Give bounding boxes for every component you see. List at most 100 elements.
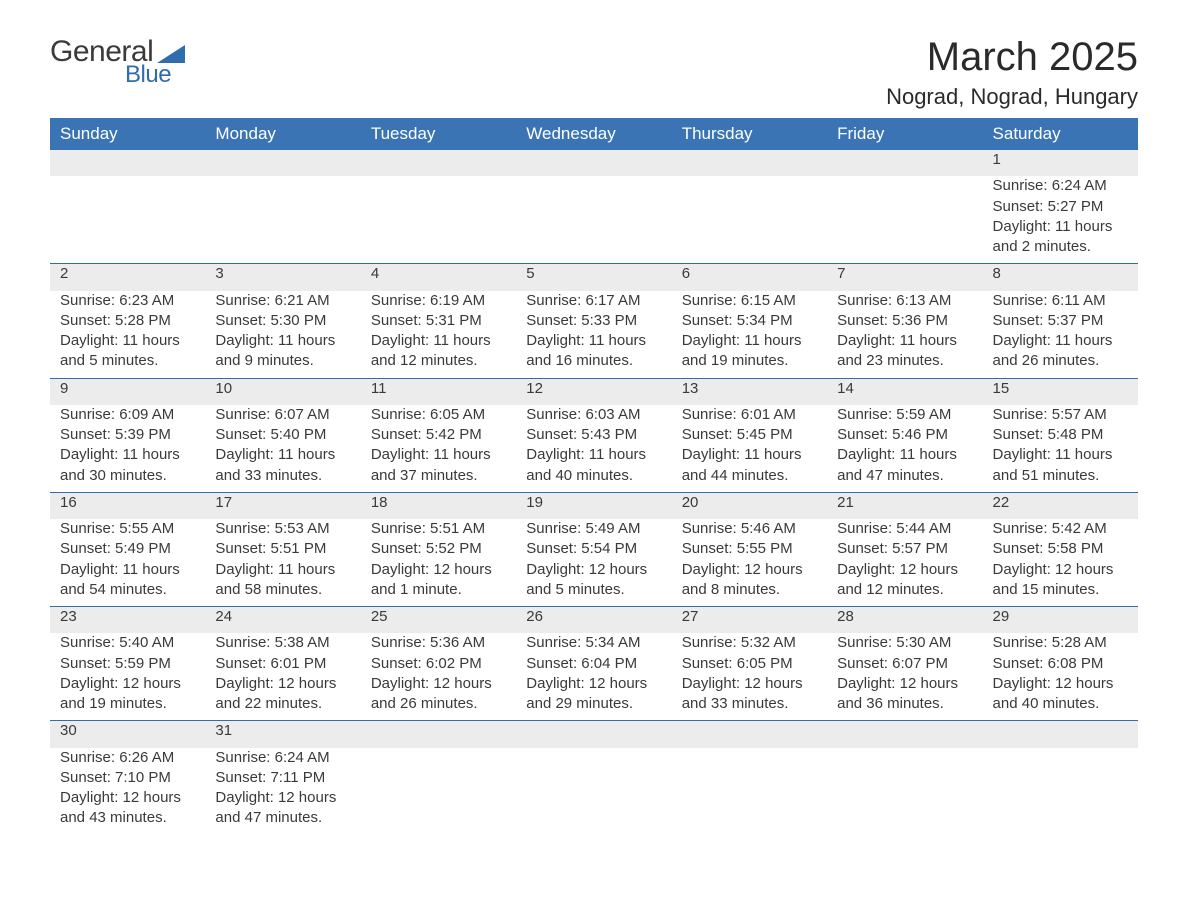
day-content-cell (827, 748, 982, 835)
logo-blue-text: Blue (125, 61, 171, 89)
daylight-text-2: and 1 minute. (371, 580, 506, 600)
day-content-cell: Sunrise: 5:30 AMSunset: 6:07 PMDaylight:… (827, 633, 982, 721)
daylight-text-1: Daylight: 12 hours (993, 560, 1128, 580)
day-content-cell (516, 748, 671, 835)
daylight-text-1: Daylight: 12 hours (837, 560, 972, 580)
calendar-table: SundayMondayTuesdayWednesdayThursdayFrid… (50, 118, 1138, 835)
daylight-text-2: and 22 minutes. (215, 694, 350, 714)
title-block: March 2025 Nograd, Nograd, Hungary (886, 35, 1138, 110)
daylight-text-1: Daylight: 11 hours (60, 331, 195, 351)
sunset-text: Sunset: 5:40 PM (215, 425, 350, 445)
daylight-text-2: and 47 minutes. (837, 466, 972, 486)
day-number-cell: 8 (983, 264, 1138, 291)
day-content-cell: Sunrise: 6:15 AMSunset: 5:34 PMDaylight:… (672, 291, 827, 379)
sunset-text: Sunset: 5:57 PM (837, 539, 972, 559)
daylight-text-1: Daylight: 12 hours (682, 674, 817, 694)
day-content-cell: Sunrise: 6:17 AMSunset: 5:33 PMDaylight:… (516, 291, 671, 379)
day-number-cell (672, 721, 827, 748)
sunrise-text: Sunrise: 5:30 AM (837, 633, 972, 653)
daylight-text-2: and 54 minutes. (60, 580, 195, 600)
day-number-cell: 6 (672, 264, 827, 291)
day-number-cell: 15 (983, 378, 1138, 405)
day-number-cell (983, 721, 1138, 748)
day-content-cell: Sunrise: 5:46 AMSunset: 5:55 PMDaylight:… (672, 519, 827, 607)
daylight-text-1: Daylight: 11 hours (371, 445, 506, 465)
day-content-cell (361, 176, 516, 264)
day-number-cell: 2 (50, 264, 205, 291)
daylight-text-2: and 2 minutes. (993, 237, 1128, 257)
sunset-text: Sunset: 6:05 PM (682, 654, 817, 674)
sunset-text: Sunset: 7:11 PM (215, 768, 350, 788)
daylight-text-1: Daylight: 12 hours (682, 560, 817, 580)
day-content-cell (516, 176, 671, 264)
sunset-text: Sunset: 5:31 PM (371, 311, 506, 331)
sunrise-text: Sunrise: 6:15 AM (682, 291, 817, 311)
sunrise-text: Sunrise: 6:19 AM (371, 291, 506, 311)
sunset-text: Sunset: 5:55 PM (682, 539, 817, 559)
day-content-cell: Sunrise: 5:51 AMSunset: 5:52 PMDaylight:… (361, 519, 516, 607)
logo-triangle-icon (157, 41, 185, 63)
sunset-text: Sunset: 5:43 PM (526, 425, 661, 445)
sunrise-text: Sunrise: 6:11 AM (993, 291, 1128, 311)
daylight-text-1: Daylight: 12 hours (837, 674, 972, 694)
sunset-text: Sunset: 5:48 PM (993, 425, 1128, 445)
daylight-text-1: Daylight: 11 hours (60, 445, 195, 465)
day-number-cell (827, 721, 982, 748)
day-number-cell: 1 (983, 150, 1138, 176)
daylight-text-1: Daylight: 11 hours (526, 445, 661, 465)
day-content-cell: Sunrise: 6:13 AMSunset: 5:36 PMDaylight:… (827, 291, 982, 379)
day-content-cell (827, 176, 982, 264)
day-number-cell: 21 (827, 492, 982, 519)
day-content-cell: Sunrise: 6:24 AMSunset: 5:27 PMDaylight:… (983, 176, 1138, 264)
day-content-cell: Sunrise: 5:42 AMSunset: 5:58 PMDaylight:… (983, 519, 1138, 607)
daylight-text-2: and 19 minutes. (60, 694, 195, 714)
day-number-cell: 31 (205, 721, 360, 748)
dayname-header: Friday (827, 118, 982, 150)
sunrise-text: Sunrise: 5:42 AM (993, 519, 1128, 539)
day-content-cell: Sunrise: 6:09 AMSunset: 5:39 PMDaylight:… (50, 405, 205, 493)
sunset-text: Sunset: 7:10 PM (60, 768, 195, 788)
daylight-text-1: Daylight: 11 hours (837, 445, 972, 465)
sunrise-text: Sunrise: 5:44 AM (837, 519, 972, 539)
day-number-cell: 13 (672, 378, 827, 405)
sunrise-text: Sunrise: 5:46 AM (682, 519, 817, 539)
sunrise-text: Sunrise: 6:09 AM (60, 405, 195, 425)
day-content-cell: Sunrise: 6:23 AMSunset: 5:28 PMDaylight:… (50, 291, 205, 379)
daylight-text-1: Daylight: 11 hours (993, 217, 1128, 237)
day-number-cell: 7 (827, 264, 982, 291)
daylight-text-2: and 15 minutes. (993, 580, 1128, 600)
day-number-cell: 28 (827, 607, 982, 634)
day-content-cell: Sunrise: 6:26 AMSunset: 7:10 PMDaylight:… (50, 748, 205, 835)
daylight-text-2: and 12 minutes. (837, 580, 972, 600)
sunrise-text: Sunrise: 6:13 AM (837, 291, 972, 311)
sunrise-text: Sunrise: 6:05 AM (371, 405, 506, 425)
sunset-text: Sunset: 5:52 PM (371, 539, 506, 559)
day-number-cell: 23 (50, 607, 205, 634)
sunrise-text: Sunrise: 6:24 AM (993, 176, 1128, 196)
sunrise-text: Sunrise: 5:49 AM (526, 519, 661, 539)
daylight-text-1: Daylight: 11 hours (682, 331, 817, 351)
daylight-text-2: and 5 minutes. (526, 580, 661, 600)
daylight-text-2: and 30 minutes. (60, 466, 195, 486)
daylight-text-2: and 58 minutes. (215, 580, 350, 600)
day-content-cell (205, 176, 360, 264)
day-content-cell (50, 176, 205, 264)
day-number-cell: 3 (205, 264, 360, 291)
month-title: March 2025 (886, 35, 1138, 80)
sunrise-text: Sunrise: 5:51 AM (371, 519, 506, 539)
sunset-text: Sunset: 6:02 PM (371, 654, 506, 674)
day-content-cell: Sunrise: 5:55 AMSunset: 5:49 PMDaylight:… (50, 519, 205, 607)
day-content-cell: Sunrise: 6:11 AMSunset: 5:37 PMDaylight:… (983, 291, 1138, 379)
daylight-text-2: and 29 minutes. (526, 694, 661, 714)
daylight-text-1: Daylight: 11 hours (371, 331, 506, 351)
day-content-cell: Sunrise: 6:24 AMSunset: 7:11 PMDaylight:… (205, 748, 360, 835)
day-content-cell: Sunrise: 5:44 AMSunset: 5:57 PMDaylight:… (827, 519, 982, 607)
day-content-cell: Sunrise: 6:03 AMSunset: 5:43 PMDaylight:… (516, 405, 671, 493)
week-daynum-row: 23242526272829 (50, 607, 1138, 634)
day-number-cell: 20 (672, 492, 827, 519)
day-number-cell (827, 150, 982, 176)
day-number-cell: 14 (827, 378, 982, 405)
sunset-text: Sunset: 5:34 PM (682, 311, 817, 331)
sunrise-text: Sunrise: 5:28 AM (993, 633, 1128, 653)
daylight-text-2: and 51 minutes. (993, 466, 1128, 486)
